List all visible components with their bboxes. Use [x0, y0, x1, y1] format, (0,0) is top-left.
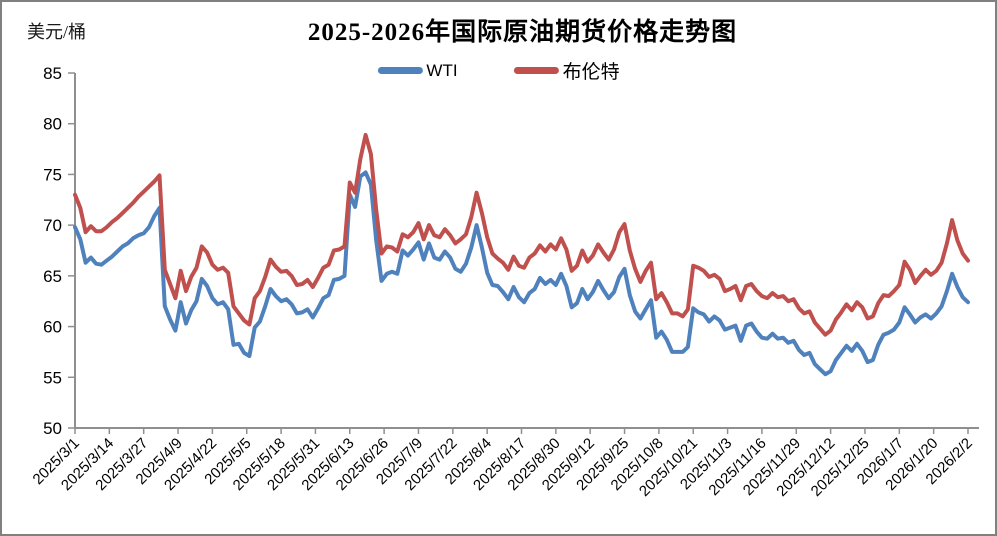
y-tick-label: 80: [43, 115, 62, 134]
legend-label-wti: WTI: [426, 60, 458, 80]
legend-item-wti[interactable]: WTI: [377, 60, 458, 81]
brent-series-line: [73, 132, 970, 337]
y-tick-label: 70: [43, 216, 62, 235]
wti-line-swatch: [377, 67, 423, 74]
y-tick-label: 60: [43, 318, 62, 337]
y-tick-label: 75: [43, 165, 62, 184]
legend-label-brent: 布伦特: [562, 62, 620, 83]
y-tick-label: 65: [43, 267, 62, 286]
y-tick-label: 55: [43, 368, 62, 387]
y-axis-unit-label: 美元/桶: [27, 22, 87, 42]
legend: WTI 布伦特: [377, 57, 620, 84]
brent-line-swatch: [513, 67, 559, 74]
y-tick-label: 85: [43, 64, 62, 83]
y-tick-label: 50: [43, 419, 62, 438]
chart-title: 2025-2026年国际原油期货价格走势图: [307, 19, 738, 46]
legend-item-brent[interactable]: 布伦特: [513, 57, 620, 84]
wti-series-line: [73, 170, 970, 377]
